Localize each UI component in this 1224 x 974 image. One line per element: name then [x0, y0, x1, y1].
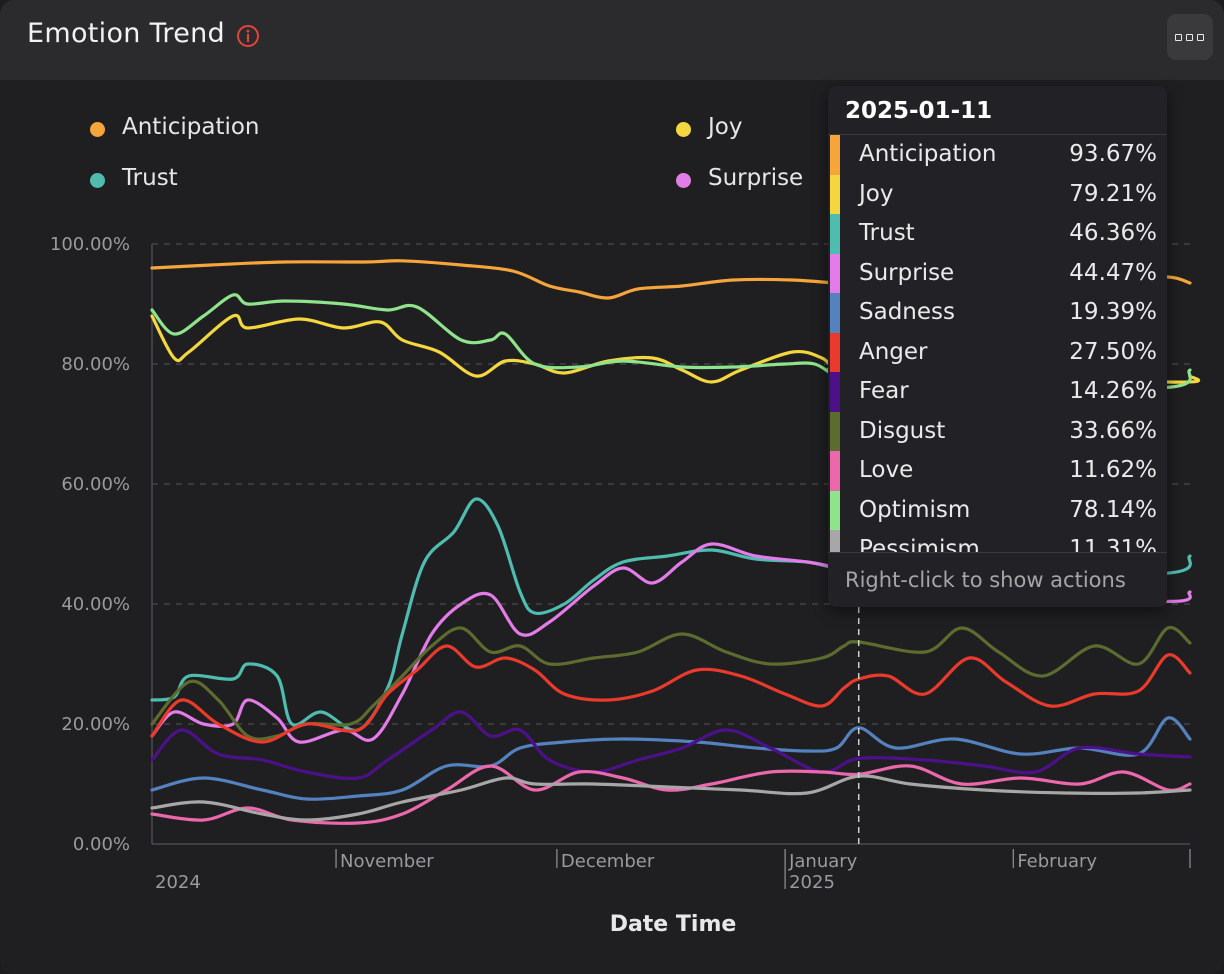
x-tick-label: January: [788, 851, 858, 872]
panel-title: Emotion Trend: [27, 18, 225, 49]
tooltip-swatch: [830, 530, 840, 552]
x-tick-label: December: [561, 851, 655, 872]
x-tick-sublabel: 2025: [789, 872, 835, 893]
series-line-anger: [150, 644, 1192, 744]
menu-dot-icon: [1186, 34, 1193, 41]
tooltip-series-value: 19.39%: [1069, 299, 1157, 325]
tooltip-series-name: Sadness: [859, 299, 955, 325]
hover-tooltip: 2025-01-11 Anticipation 93.67% Joy 79.21% Tr…: [828, 86, 1167, 607]
legend-swatch: [90, 173, 105, 188]
y-tick-label: 100.00%: [50, 234, 130, 255]
y-tick-label: 20.00%: [61, 714, 130, 735]
tooltip-series-value: 46.36%: [1069, 220, 1157, 246]
series-line-love: [150, 764, 1192, 825]
legend-label: Trust: [122, 165, 178, 191]
tooltip-swatch: [830, 135, 840, 175]
tooltip-hint: Right-click to show actions: [845, 568, 1126, 592]
tooltip-series-name: Fear: [859, 378, 909, 404]
tooltip-series-name: Love: [859, 457, 914, 483]
y-tick-label: 0.00%: [73, 834, 130, 855]
tooltip-date: 2025-01-11: [845, 98, 993, 124]
legend-label: Anticipation: [122, 114, 260, 140]
tooltip-swatch: [830, 293, 840, 333]
tooltip-series-value: 27.50%: [1069, 338, 1157, 365]
tooltip-divider: [828, 134, 1167, 135]
tooltip-row: Trust 46.36%: [828, 214, 1167, 254]
legend-label: Surprise: [708, 165, 804, 191]
more-options-button[interactable]: [1167, 14, 1213, 60]
legend-swatch: [90, 122, 105, 137]
info-icon[interactable]: [236, 24, 260, 48]
tooltip-swatch: [830, 451, 840, 491]
tooltip-series-value: 93.67%: [1069, 141, 1157, 167]
tooltip-swatch: [830, 332, 840, 373]
y-tick-label: 60.00%: [61, 474, 130, 495]
menu-dot-icon: [1175, 34, 1182, 41]
tooltip-series-value: 78.14%: [1069, 496, 1157, 523]
tooltip-swatch: [830, 253, 840, 294]
legend-swatch: [676, 122, 691, 137]
menu-dot-icon: [1197, 34, 1204, 41]
tooltip-series-value: 33.66%: [1069, 417, 1157, 444]
x-axis-title: Date Time: [610, 912, 737, 937]
tooltip-row: Disgust 33.66%: [828, 411, 1167, 452]
tooltip-row: Love 11.62%: [828, 451, 1167, 491]
tooltip-series-value: 11.62%: [1069, 457, 1157, 483]
tooltip-row: Surprise 44.47%: [828, 253, 1167, 294]
tooltip-row: Sadness 19.39%: [828, 293, 1167, 333]
tooltip-row: Optimism 78.14%: [828, 490, 1167, 531]
tooltip-row: Joy 79.21%: [828, 174, 1167, 215]
tooltip-series-name: Surprise: [859, 259, 955, 286]
tooltip-row: Anger 27.50%: [828, 332, 1167, 373]
panel-header: Emotion Trend: [0, 0, 1224, 80]
tooltip-row: Fear 14.26%: [828, 372, 1167, 412]
tooltip-swatch: [830, 372, 840, 412]
tooltip-series-value: 44.47%: [1069, 259, 1157, 286]
tooltip-series-name: Anger: [859, 338, 928, 365]
tooltip-series-name: Optimism: [859, 496, 971, 523]
tooltip-series-name: Disgust: [859, 417, 946, 444]
legend-swatch: [676, 173, 691, 188]
legend-label: Joy: [708, 114, 743, 140]
tooltip-series-value: 79.21%: [1069, 180, 1157, 207]
tooltip-divider: [828, 552, 1167, 553]
tooltip-swatch: [830, 411, 840, 452]
y-tick-label: 80.00%: [61, 354, 130, 375]
tooltip-swatch: [830, 214, 840, 254]
tooltip-series-name: Pessimism: [859, 536, 980, 552]
tooltip-row: Anticipation 93.67%: [828, 135, 1167, 175]
x-tick-label: November: [340, 851, 434, 872]
tooltip-row: Pessimism 11.31%: [828, 530, 1167, 552]
tooltip-series-value: 11.31%: [1069, 536, 1157, 552]
series-line-fear: [150, 710, 1192, 781]
tooltip-series-name: Trust: [859, 220, 915, 246]
y-tick-label: 40.00%: [61, 594, 130, 615]
tooltip-series-value: 14.26%: [1069, 378, 1157, 404]
tooltip-series-name: Anticipation: [859, 141, 997, 167]
series-line-pessimism: [150, 774, 1192, 822]
tooltip-swatch: [830, 174, 840, 215]
tooltip-swatch: [830, 490, 840, 531]
x-tick-label: 2024: [155, 872, 201, 893]
tooltip-rows: Anticipation 93.67% Joy 79.21% Trust 46.36% Su…: [828, 135, 1167, 552]
tooltip-series-name: Joy: [859, 180, 894, 207]
x-tick-label: February: [1017, 851, 1097, 872]
